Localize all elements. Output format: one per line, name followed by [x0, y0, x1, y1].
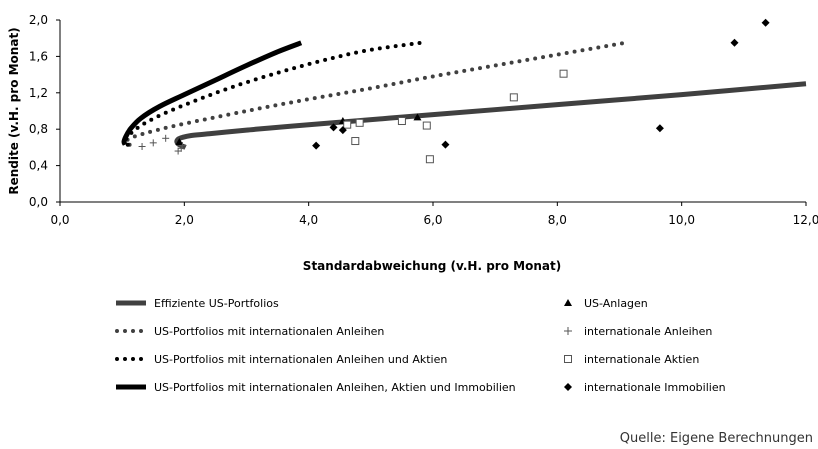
x-tick-label: 12,0: [793, 213, 818, 227]
legend-label-intl-bonds-stocks: US-Portfolios mit internationalen Anleih…: [154, 353, 447, 366]
x-tick-label: 8,0: [548, 213, 567, 227]
x-tick-group: 0,0 2,0 4,0 6,0 8,0 10,0 12,0: [50, 202, 818, 227]
point-internationale-anleihen: [149, 139, 157, 147]
point-internationale-aktien: [559, 69, 568, 78]
legend-marker-us-assets: [564, 299, 572, 306]
x-axis-title: Standardabweichung (v.H. pro Monat): [303, 259, 561, 273]
legend-label-intl-bonds: US-Portfolios mit internationalen Anleih…: [154, 325, 384, 338]
legend: Effiziente US-Portfolios US-Portfolios m…: [115, 297, 726, 394]
x-tick-label: 4,0: [299, 213, 318, 227]
legend-marker-intl-bonds: [564, 327, 572, 335]
legend-label-intl-stocks: internationale Aktien: [584, 353, 699, 366]
point-internationale-immobilien: [338, 126, 347, 135]
y-tick-label: 0,0: [29, 195, 48, 209]
point-internationale-immobilien: [761, 18, 770, 27]
legend-label-us-assets: US-Anlagen: [584, 297, 648, 310]
x-tick-label: 2,0: [175, 213, 194, 227]
x-tick-label: 10,0: [668, 213, 695, 227]
x-tick-label: 0,0: [50, 213, 69, 227]
point-internationale-aktien: [425, 155, 434, 164]
point-internationale-immobilien: [312, 141, 321, 150]
legend-marker-intl-stocks: [564, 355, 572, 363]
x-tick-label: 6,0: [423, 213, 442, 227]
y-axis-title: Rendite (v.H. pro Monat): [7, 27, 21, 194]
source-note: Quelle: Eigene Berechnungen: [620, 431, 813, 446]
point-internationale-immobilien: [329, 123, 338, 132]
series-line-effiziente-us-portfolios: [174, 81, 807, 150]
point-internationale-anleihen: [138, 142, 146, 150]
point-internationale-anleihen: [162, 134, 170, 142]
point-internationale-immobilien: [441, 140, 450, 149]
y-tick-label: 0,4: [29, 159, 48, 173]
series-line-us-portfolios-mit-internationalen-anleihen: [123, 40, 628, 147]
point-us-anlagen: [175, 137, 184, 145]
point-internationale-aktien: [343, 120, 352, 129]
point-internationale-aktien: [509, 93, 518, 102]
legend-label-efficient-us: Effiziente US-Portfolios: [154, 297, 279, 310]
series-line-us-portfolios-mit-internationalen-anleihen-aktien-und-immobilien: [121, 40, 303, 146]
y-tick-label: 2,0: [29, 13, 48, 27]
y-tick-label: 1,2: [29, 86, 48, 100]
point-internationale-aktien: [351, 137, 360, 146]
legend-label-intl-bonds-points: internationale Anleihen: [584, 325, 712, 338]
y-tick-label: 1,6: [29, 49, 48, 63]
point-internationale-aktien: [422, 121, 431, 130]
y-tick-label: 0,8: [29, 122, 48, 136]
series-points: [138, 18, 770, 164]
point-internationale-aktien: [397, 117, 406, 126]
point-internationale-immobilien: [655, 124, 664, 133]
point-internationale-anleihen: [178, 142, 186, 150]
legend-label-intl-bonds-stocks-realestate: US-Portfolios mit internationalen Anleih…: [154, 381, 516, 394]
point-internationale-aktien: [355, 118, 364, 127]
point-internationale-immobilien: [730, 38, 739, 47]
series-lines: [121, 40, 807, 150]
legend-label-intl-realestate: internationale Immobilien: [584, 381, 726, 394]
legend-marker-intl-realestate: [564, 383, 572, 391]
y-tick-group: 0,0 0,4 0,8 1,2 1,6 2,0: [29, 13, 60, 209]
point-us-anlagen: [413, 113, 422, 121]
